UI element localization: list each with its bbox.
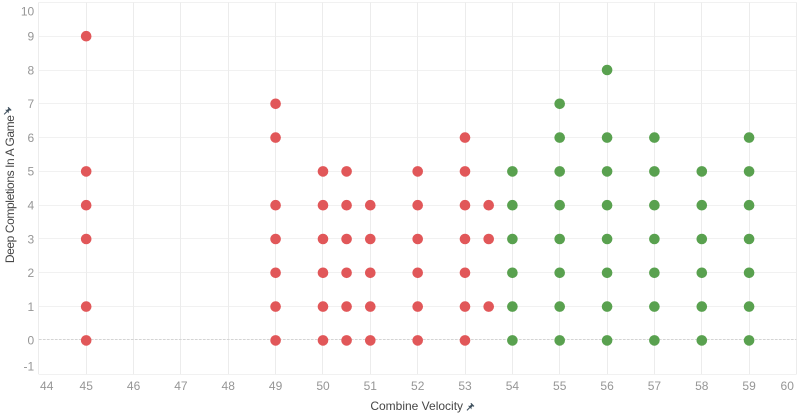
svg-text:3: 3 bbox=[28, 232, 35, 246]
svg-text:45: 45 bbox=[80, 379, 94, 393]
svg-text:47: 47 bbox=[174, 379, 188, 393]
svg-text:54: 54 bbox=[506, 379, 520, 393]
svg-text:4: 4 bbox=[28, 199, 35, 213]
svg-text:55: 55 bbox=[553, 379, 567, 393]
svg-text:57: 57 bbox=[648, 379, 662, 393]
svg-text:0: 0 bbox=[28, 334, 35, 348]
svg-text:51: 51 bbox=[364, 379, 378, 393]
svg-text:5: 5 bbox=[28, 165, 35, 179]
svg-text:52: 52 bbox=[411, 379, 425, 393]
svg-text:Deep Completions In A Game: Deep Completions In A Game bbox=[3, 115, 17, 263]
svg-text:46: 46 bbox=[127, 379, 141, 393]
svg-text:58: 58 bbox=[695, 379, 709, 393]
svg-text:7: 7 bbox=[28, 97, 35, 111]
svg-text:Combine Velocity: Combine Velocity bbox=[370, 399, 463, 413]
svg-text:50: 50 bbox=[316, 379, 330, 393]
svg-text:-1: -1 bbox=[24, 360, 35, 374]
svg-text:2: 2 bbox=[28, 266, 35, 280]
svg-text:10: 10 bbox=[21, 4, 35, 18]
svg-text:60: 60 bbox=[781, 379, 795, 393]
svg-text:48: 48 bbox=[222, 379, 236, 393]
svg-text:9: 9 bbox=[28, 30, 35, 44]
svg-text:49: 49 bbox=[269, 379, 283, 393]
svg-text:56: 56 bbox=[600, 379, 614, 393]
svg-text:44: 44 bbox=[40, 379, 54, 393]
svg-text:8: 8 bbox=[28, 63, 35, 77]
svg-text:59: 59 bbox=[742, 379, 756, 393]
svg-text:53: 53 bbox=[458, 379, 472, 393]
svg-text:6: 6 bbox=[28, 131, 35, 145]
svg-text:1: 1 bbox=[28, 300, 35, 314]
